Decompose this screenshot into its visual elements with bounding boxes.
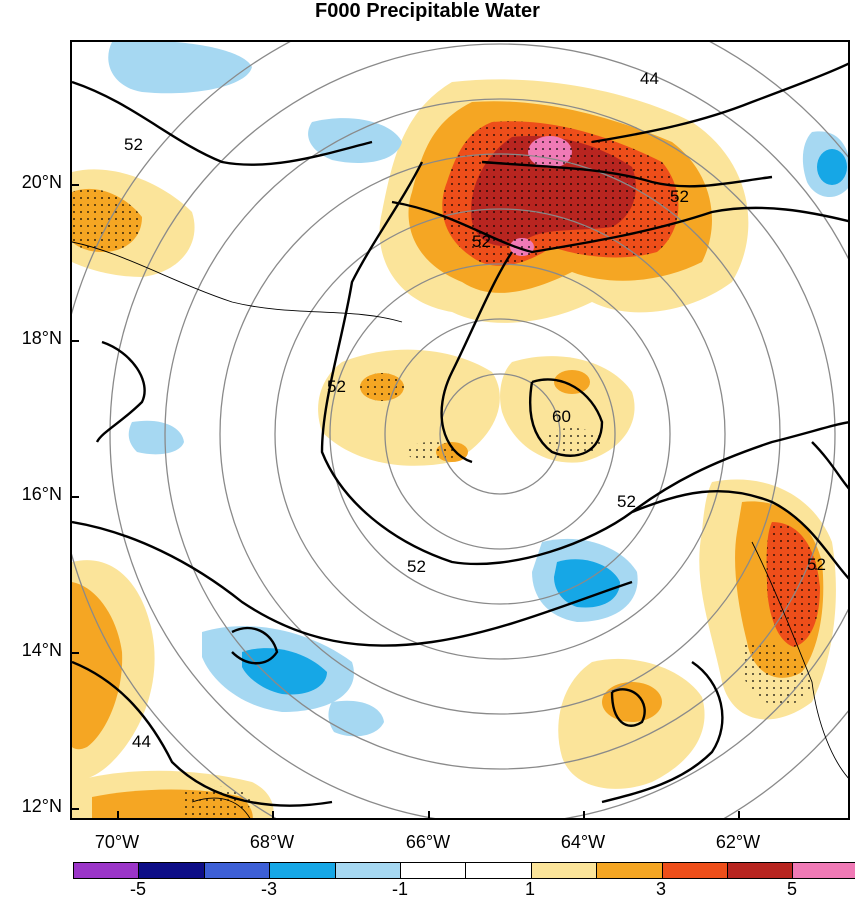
contour-label: 60 bbox=[552, 407, 571, 426]
colorbar-swatch bbox=[727, 863, 794, 878]
negative-anomaly-fill bbox=[108, 42, 848, 737]
colorbar-label: -3 bbox=[260, 879, 278, 899]
y-axis-label: 18°N bbox=[21, 328, 62, 348]
colorbar-swatch bbox=[400, 863, 467, 878]
contour-label: 44 bbox=[132, 732, 151, 751]
map-canvas: 52 52 52 52 44 44 60 52 52 52 bbox=[72, 42, 848, 818]
colorbar-swatch bbox=[204, 863, 271, 878]
colorbar-swatch bbox=[597, 863, 663, 878]
contour-label: 52 bbox=[472, 232, 491, 251]
colorbar-label: -1 bbox=[391, 879, 409, 899]
colorbar-swatch bbox=[74, 863, 140, 878]
colorbar-swatch bbox=[662, 863, 728, 878]
colorbar-swatch bbox=[270, 863, 336, 878]
x-axis-label: 62°W bbox=[715, 832, 761, 852]
colorbar-label: 3 bbox=[655, 879, 667, 899]
map-title: F000 Precipitable Water bbox=[315, 0, 540, 22]
contour-label: 52 bbox=[807, 555, 826, 574]
thin-contours bbox=[72, 241, 848, 818]
x-tick bbox=[428, 811, 430, 820]
colorbar-swatch bbox=[531, 863, 598, 878]
x-axis-label: 70°W bbox=[94, 832, 140, 852]
colorbar-label: 5 bbox=[786, 879, 798, 899]
x-axis-label: 64°W bbox=[560, 832, 606, 852]
precipitable-water-map: 52 52 52 52 44 44 60 52 52 52 bbox=[70, 40, 850, 820]
range-rings bbox=[72, 42, 848, 818]
colorbar-swatch bbox=[793, 863, 855, 878]
contour-labels: 52 52 52 52 44 44 60 52 52 52 bbox=[124, 69, 826, 751]
contour-label: 52 bbox=[124, 135, 143, 154]
x-tick bbox=[117, 811, 119, 820]
contour-label: 52 bbox=[617, 492, 636, 511]
contours bbox=[72, 62, 848, 807]
x-tick bbox=[272, 811, 274, 820]
contour-label: 52 bbox=[670, 187, 689, 206]
x-axis-label: 68°W bbox=[249, 832, 295, 852]
contour-label: 52 bbox=[327, 377, 346, 396]
colorbar-label: 1 bbox=[524, 879, 536, 899]
colorbar-swatch bbox=[139, 863, 205, 878]
significance-stippling bbox=[72, 121, 820, 818]
x-tick bbox=[738, 811, 740, 820]
x-tick bbox=[583, 811, 585, 820]
y-axis-label: 14°N bbox=[21, 640, 62, 660]
colorbar-swatch bbox=[466, 863, 532, 878]
colorbar-swatch bbox=[335, 863, 401, 878]
x-axis-label: 66°W bbox=[405, 832, 451, 852]
colorbar bbox=[73, 862, 855, 879]
y-tick bbox=[70, 340, 79, 342]
y-tick bbox=[70, 808, 79, 810]
contour-label: 44 bbox=[640, 69, 659, 88]
contour-label: 52 bbox=[407, 557, 426, 576]
y-axis-label: 12°N bbox=[21, 796, 62, 816]
y-tick bbox=[70, 184, 79, 186]
y-axis-label: 16°N bbox=[21, 484, 62, 504]
y-tick bbox=[70, 496, 79, 498]
y-axis-label: 20°N bbox=[21, 172, 62, 192]
colorbar-label: -5 bbox=[129, 879, 147, 899]
y-tick bbox=[70, 652, 79, 654]
